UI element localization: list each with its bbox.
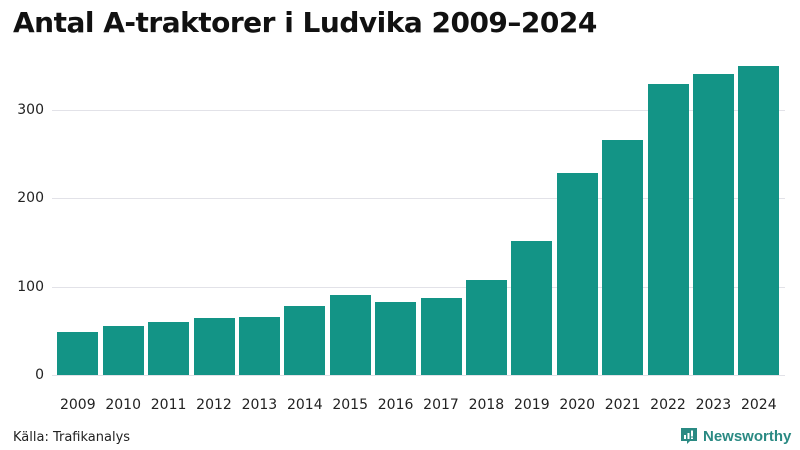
x-tick-label: 2024 (740, 397, 777, 413)
x-tick-label: 2019 (513, 397, 550, 413)
x-tick-label: 2016 (377, 397, 414, 413)
gridline (52, 110, 785, 111)
bar-2009 (57, 331, 99, 375)
bar-2015 (329, 294, 371, 375)
bar-2020 (556, 172, 598, 375)
x-tick-label: 2012 (196, 397, 232, 413)
bar-2014 (284, 306, 326, 375)
x-tick-label: 2018 (468, 397, 505, 413)
bar-2016 (375, 301, 417, 375)
bar-2010 (102, 325, 144, 375)
bar-2019 (511, 240, 553, 375)
y-tick-label: 300 (17, 102, 44, 118)
bar-chart-speech-bubble-icon (681, 428, 697, 444)
x-tick-label: 2020 (559, 397, 595, 413)
bar-2022 (647, 84, 689, 375)
x-tick-label: 2017 (423, 397, 459, 413)
x-tick-label: 2010 (105, 397, 141, 413)
x-tick-label: 2015 (332, 397, 368, 413)
bar-2024 (738, 65, 780, 375)
bar-2021 (602, 140, 644, 375)
bar-2023 (692, 73, 734, 375)
source-note: Källa: Trafikanalys (13, 430, 131, 445)
x-tick-label: 2013 (241, 397, 278, 413)
brand-name: Newsworthy (703, 427, 792, 445)
chart-title: Antal A-traktorer i Ludvika 2009–2024 (13, 6, 597, 39)
bar-2011 (148, 322, 190, 375)
y-tick-label: 100 (17, 279, 44, 295)
y-tick-label: 0 (35, 367, 44, 383)
gridline (52, 198, 785, 199)
bar-2017 (420, 298, 462, 375)
x-tick-label: 2009 (59, 397, 96, 413)
brand-logo: Newsworthy (680, 427, 791, 445)
bar-2018 (465, 279, 507, 375)
bar-2013 (238, 316, 280, 375)
bar-2012 (193, 317, 235, 375)
x-tick-label: 2022 (650, 397, 686, 413)
x-tick-label: 2023 (695, 397, 732, 413)
x-tick-label: 2021 (604, 397, 641, 413)
x-tick-label: 2014 (286, 397, 323, 413)
y-tick-label: 200 (17, 190, 44, 206)
x-tick-label: 2011 (150, 397, 187, 413)
gridline (52, 375, 785, 376)
gridline (52, 287, 785, 288)
